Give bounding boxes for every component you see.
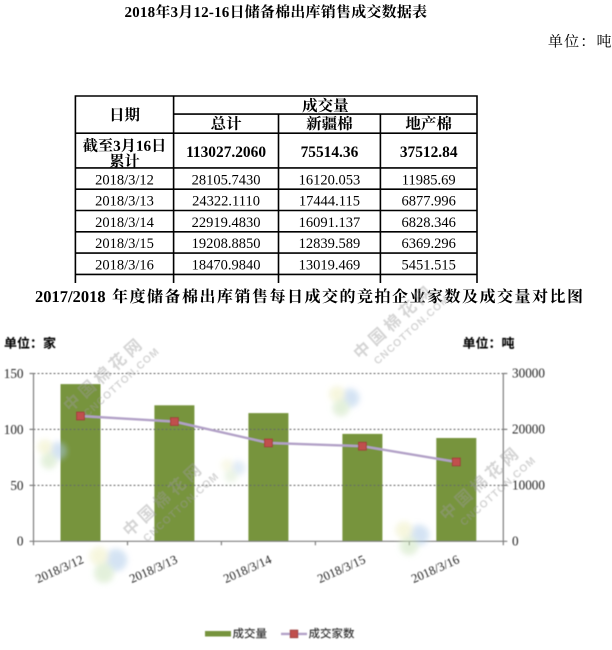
svg-text:2018/3/16: 2018/3/16 (95, 258, 154, 274)
svg-text:22919.4830: 22919.4830 (192, 215, 261, 231)
svg-text:100: 100 (4, 422, 24, 437)
svg-text:0: 0 (17, 534, 24, 549)
svg-text:6828.346: 6828.346 (402, 215, 456, 231)
svg-text:37512.84: 37512.84 (400, 144, 458, 161)
svg-text:11985.69: 11985.69 (402, 172, 456, 188)
svg-text:20000: 20000 (512, 422, 545, 437)
svg-text:150: 150 (4, 366, 24, 381)
svg-text:2018/3/12: 2018/3/12 (95, 172, 154, 188)
svg-text:16091.137: 16091.137 (299, 215, 361, 231)
svg-text:16120.053: 16120.053 (299, 172, 361, 188)
svg-text:24322.1110: 24322.1110 (192, 194, 260, 210)
svg-text:75514.36: 75514.36 (301, 144, 359, 161)
svg-text:13019.469: 13019.469 (299, 258, 361, 274)
svg-text:12839.589: 12839.589 (299, 236, 361, 252)
svg-text:50: 50 (10, 478, 24, 493)
svg-text:6369.296: 6369.296 (402, 236, 456, 252)
svg-text:2018/3/14: 2018/3/14 (95, 215, 155, 231)
svg-text:10000: 10000 (512, 478, 545, 493)
svg-text:0: 0 (512, 534, 519, 549)
svg-text:6877.996: 6877.996 (402, 194, 456, 210)
svg-text:2018/3/15: 2018/3/15 (95, 236, 154, 252)
svg-text:5451.515: 5451.515 (402, 258, 456, 274)
svg-text:18470.9840: 18470.9840 (192, 258, 261, 274)
svg-text:113027.2060: 113027.2060 (186, 144, 266, 161)
svg-text:30000: 30000 (512, 366, 545, 381)
svg-text:28105.7430: 28105.7430 (192, 172, 261, 188)
svg-text:17444.115: 17444.115 (299, 194, 360, 210)
svg-text:19208.8850: 19208.8850 (192, 236, 261, 252)
svg-text:2018/3/13: 2018/3/13 (95, 194, 154, 210)
